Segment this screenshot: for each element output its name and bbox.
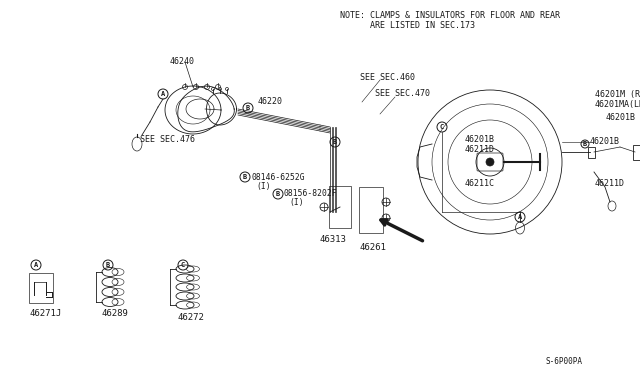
Text: 46201B: 46201B — [465, 135, 495, 144]
Text: 46240: 46240 — [170, 58, 195, 67]
Text: NOTE: CLAMPS & INSULATORS FOR FLOOR AND REAR: NOTE: CLAMPS & INSULATORS FOR FLOOR AND … — [340, 12, 560, 20]
Text: A: A — [161, 91, 165, 97]
Text: 46201MA(LH): 46201MA(LH) — [595, 99, 640, 109]
Text: ARE LISTED IN SEC.173: ARE LISTED IN SEC.173 — [370, 20, 475, 29]
Text: S-6P00PA: S-6P00PA — [545, 357, 582, 366]
Text: 46271J: 46271J — [30, 308, 62, 317]
Circle shape — [486, 158, 494, 166]
Text: 46313: 46313 — [320, 234, 347, 244]
Text: (I): (I) — [289, 199, 303, 208]
Text: B: B — [276, 191, 280, 197]
Text: 46220: 46220 — [258, 97, 283, 106]
Text: A: A — [518, 214, 522, 220]
Text: SEE SEC.476: SEE SEC.476 — [140, 135, 195, 144]
Text: 46201B: 46201B — [590, 138, 620, 147]
Text: 46211D: 46211D — [465, 145, 495, 154]
Text: 46211C: 46211C — [465, 180, 495, 189]
Text: 46211D: 46211D — [595, 180, 625, 189]
Text: 08156-8202F: 08156-8202F — [284, 189, 338, 199]
Text: 46261: 46261 — [360, 244, 387, 253]
Text: 46201B: 46201B — [606, 113, 636, 122]
Text: (I): (I) — [256, 182, 271, 190]
Text: A: A — [34, 262, 38, 268]
Text: B: B — [243, 174, 247, 180]
Text: B: B — [246, 105, 250, 111]
Text: B: B — [583, 141, 587, 147]
Text: 08146-6252G: 08146-6252G — [251, 173, 305, 182]
Text: B: B — [333, 139, 337, 145]
Text: B: B — [106, 262, 110, 268]
Text: SEE SEC.470: SEE SEC.470 — [375, 90, 430, 99]
Text: 46289: 46289 — [102, 308, 129, 317]
Text: C: C — [181, 262, 185, 268]
Text: SEE SEC.460: SEE SEC.460 — [360, 73, 415, 81]
Text: 46272: 46272 — [177, 312, 204, 321]
Text: C: C — [440, 124, 444, 130]
Text: 46201M (RH): 46201M (RH) — [595, 90, 640, 99]
